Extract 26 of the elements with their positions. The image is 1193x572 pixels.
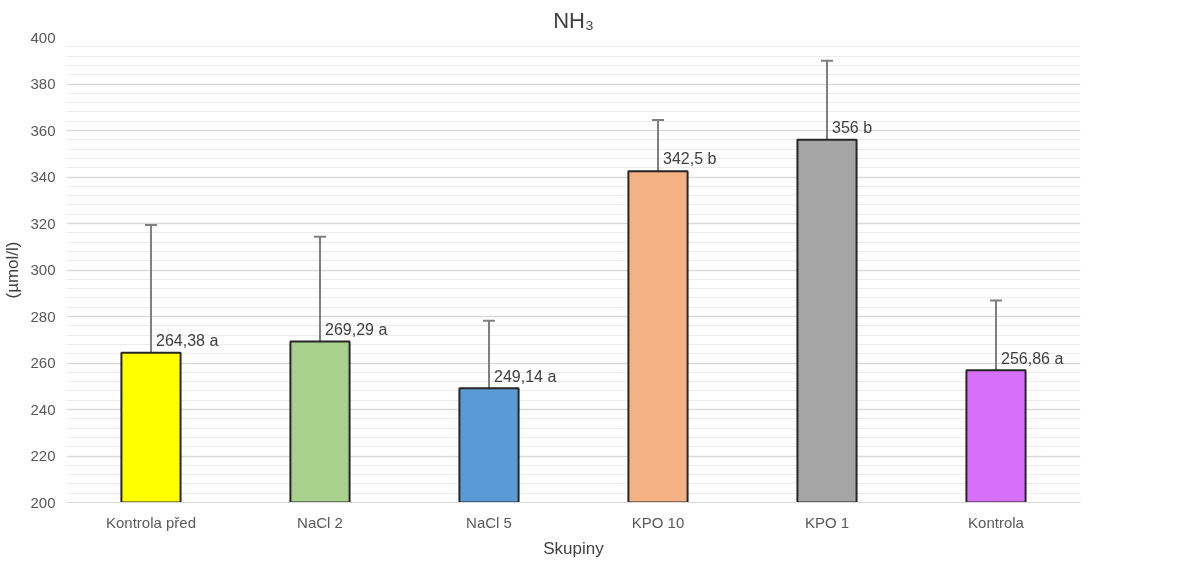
data-label: 256,86 a (1001, 349, 1064, 367)
data-label: 249,14 a (494, 367, 557, 385)
x-tick-label: KPO 1 (804, 513, 850, 531)
x-tick-label: NaCl 5 (466, 513, 512, 531)
y-tick-label: 280 (30, 307, 56, 325)
y-tick-label: 240 (30, 400, 56, 418)
data-label: 264,38 a (156, 332, 219, 350)
y-tick-label: 260 (30, 354, 56, 371)
x-tick-label: KPO 10 (631, 513, 685, 531)
x-axis-title: Skupiny (543, 538, 605, 558)
data-label: 269,29 a (325, 320, 388, 338)
y-tick-label: 340 (30, 168, 56, 185)
y-tick-label: 380 (30, 75, 56, 92)
x-tick-label: Kontrola před (105, 513, 197, 531)
x-tick-label: NaCl 2 (297, 513, 343, 531)
y-tick-label: 300 (30, 261, 56, 278)
y-axis-title: (µmol/l) (3, 241, 23, 299)
data-label: 356 b (832, 119, 873, 137)
y-tick-label: 200 (30, 493, 56, 511)
x-tick-label: Kontrola (968, 513, 1025, 531)
y-tick-label: 320 (30, 214, 56, 232)
y-tick-label: 400 (30, 28, 56, 46)
data-label: 342,5 b (663, 150, 717, 168)
y-tick-label: 220 (30, 447, 56, 464)
y-tick-label: 360 (30, 121, 56, 139)
chart-title: NH₃ (553, 7, 594, 33)
